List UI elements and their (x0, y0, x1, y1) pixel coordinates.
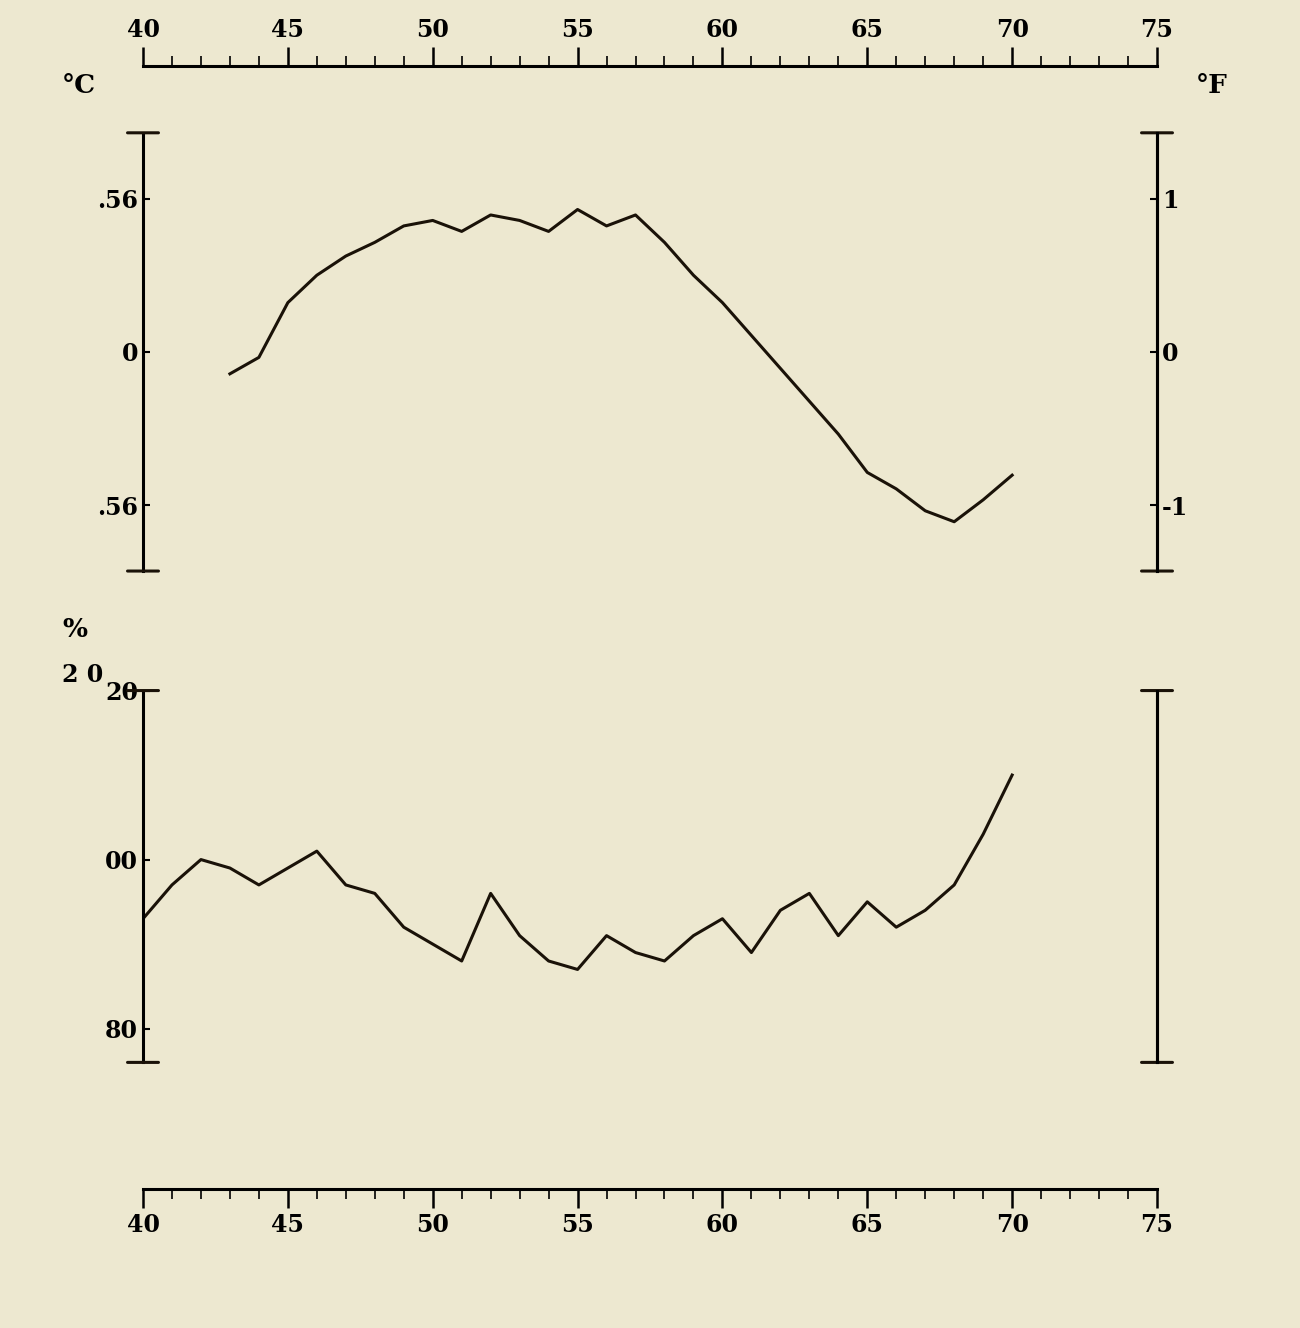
Text: %: % (62, 618, 87, 643)
Text: °F: °F (1196, 73, 1228, 98)
Text: 2 0: 2 0 (62, 663, 103, 687)
Text: °C: °C (62, 73, 96, 98)
